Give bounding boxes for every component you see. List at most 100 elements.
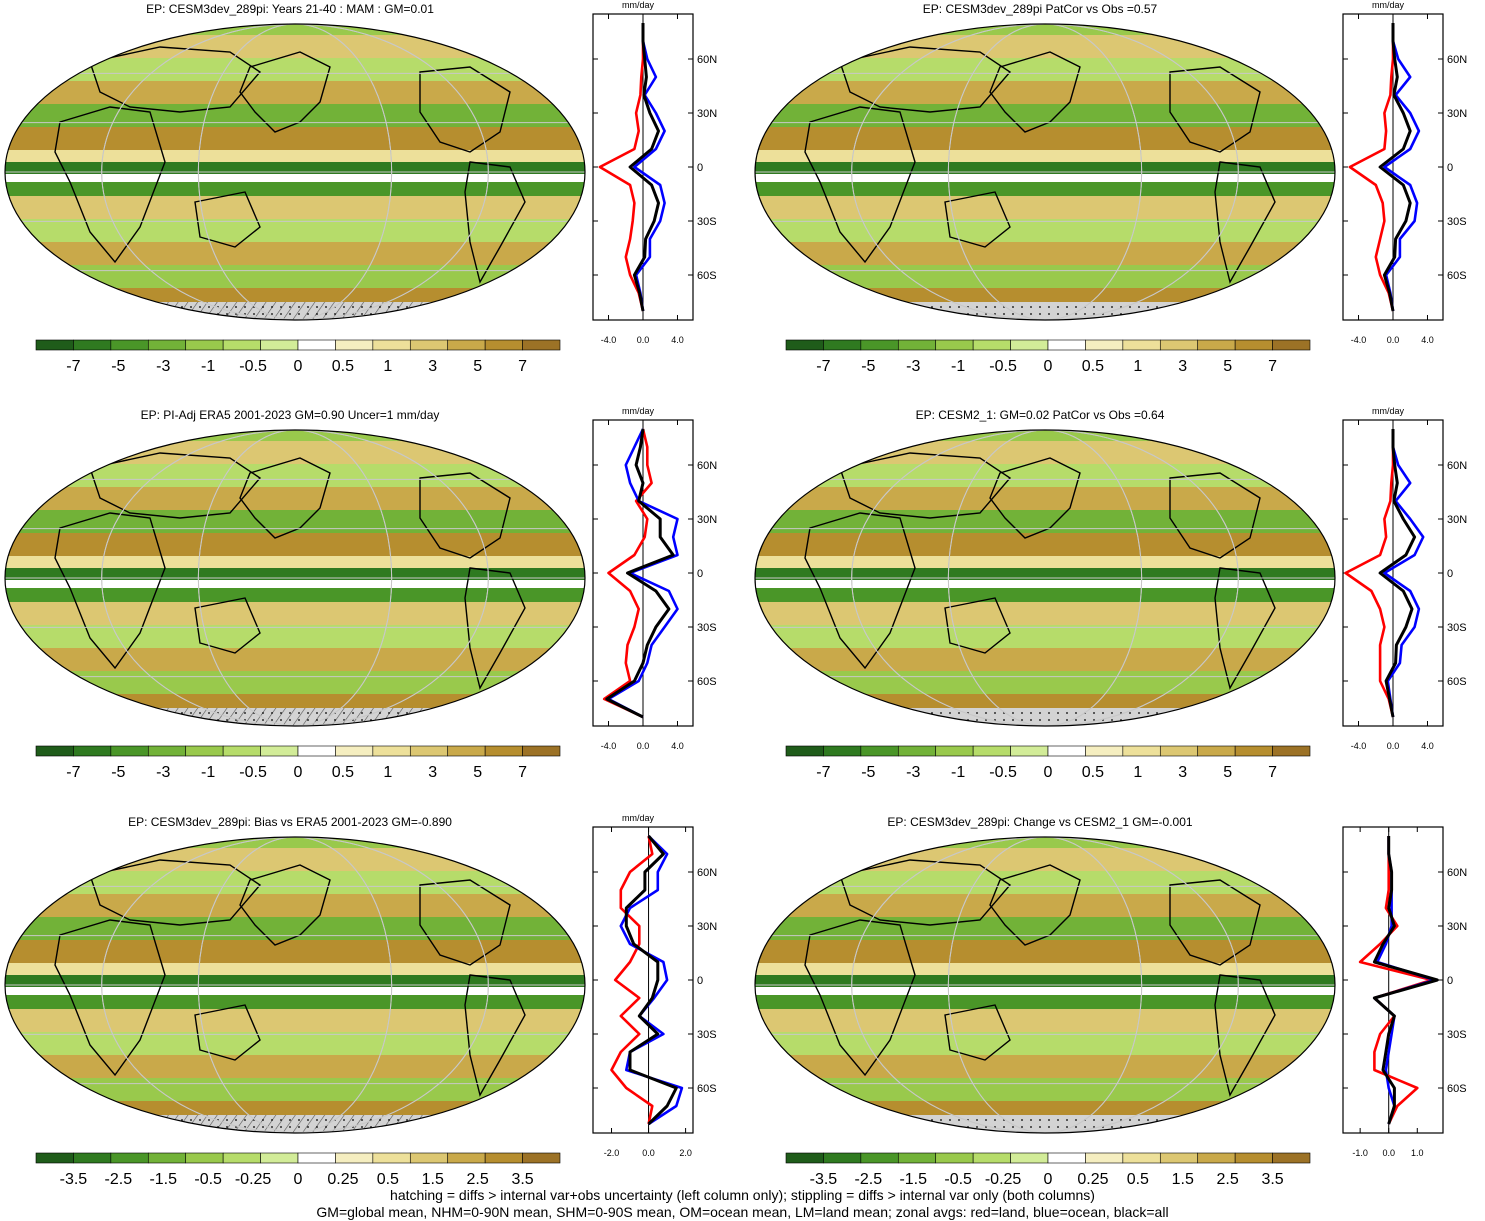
series-line-land: [610, 835, 654, 1125]
y-axis-labels: 60N 30N 0 30S 60S: [1447, 54, 1467, 282]
colorbar: -3.5 -2.5 -1.5 -0.5 -0.25 0 0.25 0.5 1.5 2.5 3.5: [35, 1152, 561, 1188]
x-tick-label: 1.0: [1411, 1148, 1424, 1158]
colorbar-swatch: [222, 745, 261, 757]
colorbar-swatch: [1122, 339, 1161, 351]
y-tick-label: 30S: [1447, 1029, 1467, 1041]
series-line-land: [1348, 23, 1395, 312]
colorbar-label: -5: [111, 764, 125, 781]
x-tick-label: -4.0: [1351, 741, 1367, 751]
colorbar-swatch: [897, 745, 937, 757]
y-axis-labels: 60N 30N 0 30S 60S: [1447, 867, 1467, 1095]
colorbar-swatch: [1197, 339, 1236, 351]
y-tick-label: 60S: [1447, 270, 1467, 282]
y-tick-label: 30N: [697, 514, 717, 526]
colorbar-label: -7: [816, 358, 830, 375]
y-tick-label: 0: [697, 975, 703, 987]
colorbar-swatch: [409, 745, 449, 757]
footer-note-1: hatching = diffs > internal var+obs unce…: [390, 1187, 1095, 1203]
world-map: [754, 836, 1336, 1134]
colorbar: -7 -5 -3 -1 -0.5 0 0.5 1 3 5 7: [35, 745, 561, 781]
y-tick-label: 60N: [697, 867, 717, 879]
x-tick-label: -4.0: [601, 741, 617, 751]
colorbar-swatch: [147, 745, 187, 757]
y-tick-label: 30N: [697, 921, 717, 933]
colorbar-swatch: [1047, 745, 1086, 757]
y-tick-label: 30N: [697, 108, 717, 120]
colorbar-swatch: [522, 1152, 561, 1164]
colorbar-label: -5: [861, 358, 875, 375]
colorbar-label: -7: [66, 358, 80, 375]
colorbar-swatch: [897, 339, 937, 351]
colorbar-swatch: [935, 339, 974, 351]
zonal-average-plot: mm/day -4.0 0.0 4.0: [1342, 406, 1444, 751]
colorbar-label: 3: [428, 358, 437, 375]
colorbar-swatch: [860, 339, 899, 351]
colorbar-label: -1: [951, 358, 965, 375]
y-tick-label: 60S: [697, 676, 717, 688]
colorbar-swatch: [785, 339, 824, 351]
colorbar-label: 0: [294, 1171, 303, 1188]
colorbar: -7 -5 -3 -1 -0.5 0 0.5 1 3 5 7: [785, 745, 1311, 781]
panel-3: EP: PI-Adj ERA5 2001-2023 GM=0.90 Uncer=…: [0, 406, 740, 786]
colorbar-swatch: [1159, 339, 1199, 351]
colorbar-swatch: [823, 339, 862, 351]
colorbar-label: 7: [1268, 764, 1277, 781]
colorbar-label: -3.5: [60, 1171, 88, 1188]
panel-1: EP: CESM3dev_289pi: Years 21-40 : MAM : …: [0, 0, 740, 380]
series-line-all: [605, 428, 675, 719]
colorbar-swatch: [897, 1152, 937, 1164]
colorbar-label: -0.25: [985, 1171, 1022, 1188]
colorbar-label: -0.5: [989, 764, 1017, 781]
colorbar-label: -0.5: [239, 764, 267, 781]
footer-note-2: GM=global mean, NHM=0-90N mean, SHM=0-90…: [316, 1204, 1169, 1220]
x-tick-label: 0.0: [637, 335, 650, 345]
unit-label: mm/day: [1372, 406, 1405, 416]
world-map: [754, 429, 1336, 727]
colorbar-label: 0: [294, 358, 303, 375]
x-tick-label: 0.0: [1382, 1148, 1395, 1158]
panel-title: EP: PI-Adj ERA5 2001-2023 GM=0.90 Uncer=…: [140, 408, 440, 422]
panel-title: EP: CESM3dev_289pi PatCor vs Obs =0.57: [922, 2, 1158, 16]
colorbar-label: -2.5: [855, 1171, 883, 1188]
colorbar-label: 0.5: [1127, 1171, 1149, 1188]
colorbar-label: 5: [1223, 358, 1232, 375]
zonal-average-plot: mm/day -4.0 0.0 4.0: [592, 0, 694, 345]
unit-label: mm/day: [622, 813, 655, 823]
colorbar-swatch: [1122, 745, 1161, 757]
colorbar-label: -5: [861, 764, 875, 781]
world-map: [4, 23, 586, 321]
y-tick-label: 60S: [697, 1083, 717, 1095]
x-tick-label: -2.0: [604, 1148, 620, 1158]
y-tick-label: 0: [697, 568, 703, 580]
colorbar-swatch: [1197, 745, 1236, 757]
colorbar-label: 2.5: [467, 1171, 489, 1188]
colorbar-label: -0.5: [194, 1171, 222, 1188]
panel-4: EP: CESM2_1: GM=0.02 PatCor vs Obs =0.64…: [750, 406, 1485, 786]
colorbar-swatch: [297, 1152, 336, 1164]
y-tick-label: 30N: [1447, 921, 1467, 933]
colorbar-swatch: [110, 745, 149, 757]
colorbar-swatch: [785, 745, 824, 757]
y-tick-label: 30N: [1447, 108, 1467, 120]
colorbar-label: 1: [1133, 358, 1142, 375]
colorbar-label: -0.5: [239, 358, 267, 375]
colorbar-label: 3: [1178, 764, 1187, 781]
world-map: [4, 429, 586, 727]
colorbar-label: 0.5: [377, 1171, 399, 1188]
colorbar-swatch: [935, 1152, 974, 1164]
colorbar-label: -7: [66, 764, 80, 781]
colorbar-label: 0.25: [327, 1171, 358, 1188]
colorbar-swatch: [35, 745, 74, 757]
zonal-average-plot: -1.0 0.0 1.0: [1342, 826, 1444, 1158]
y-tick-label: 60N: [1447, 54, 1467, 66]
colorbar-label: -7: [816, 764, 830, 781]
colorbar-label: -1: [201, 358, 215, 375]
colorbar-label: -1.5: [149, 1171, 177, 1188]
x-tick-label: -4.0: [601, 335, 617, 345]
colorbar-swatch: [73, 339, 112, 351]
x-tick-label: 4.0: [1421, 335, 1434, 345]
colorbar-swatch: [110, 1152, 149, 1164]
colorbar-swatch: [73, 1152, 112, 1164]
x-tick-label: 0.0: [1387, 741, 1400, 751]
colorbar-swatch: [110, 339, 149, 351]
